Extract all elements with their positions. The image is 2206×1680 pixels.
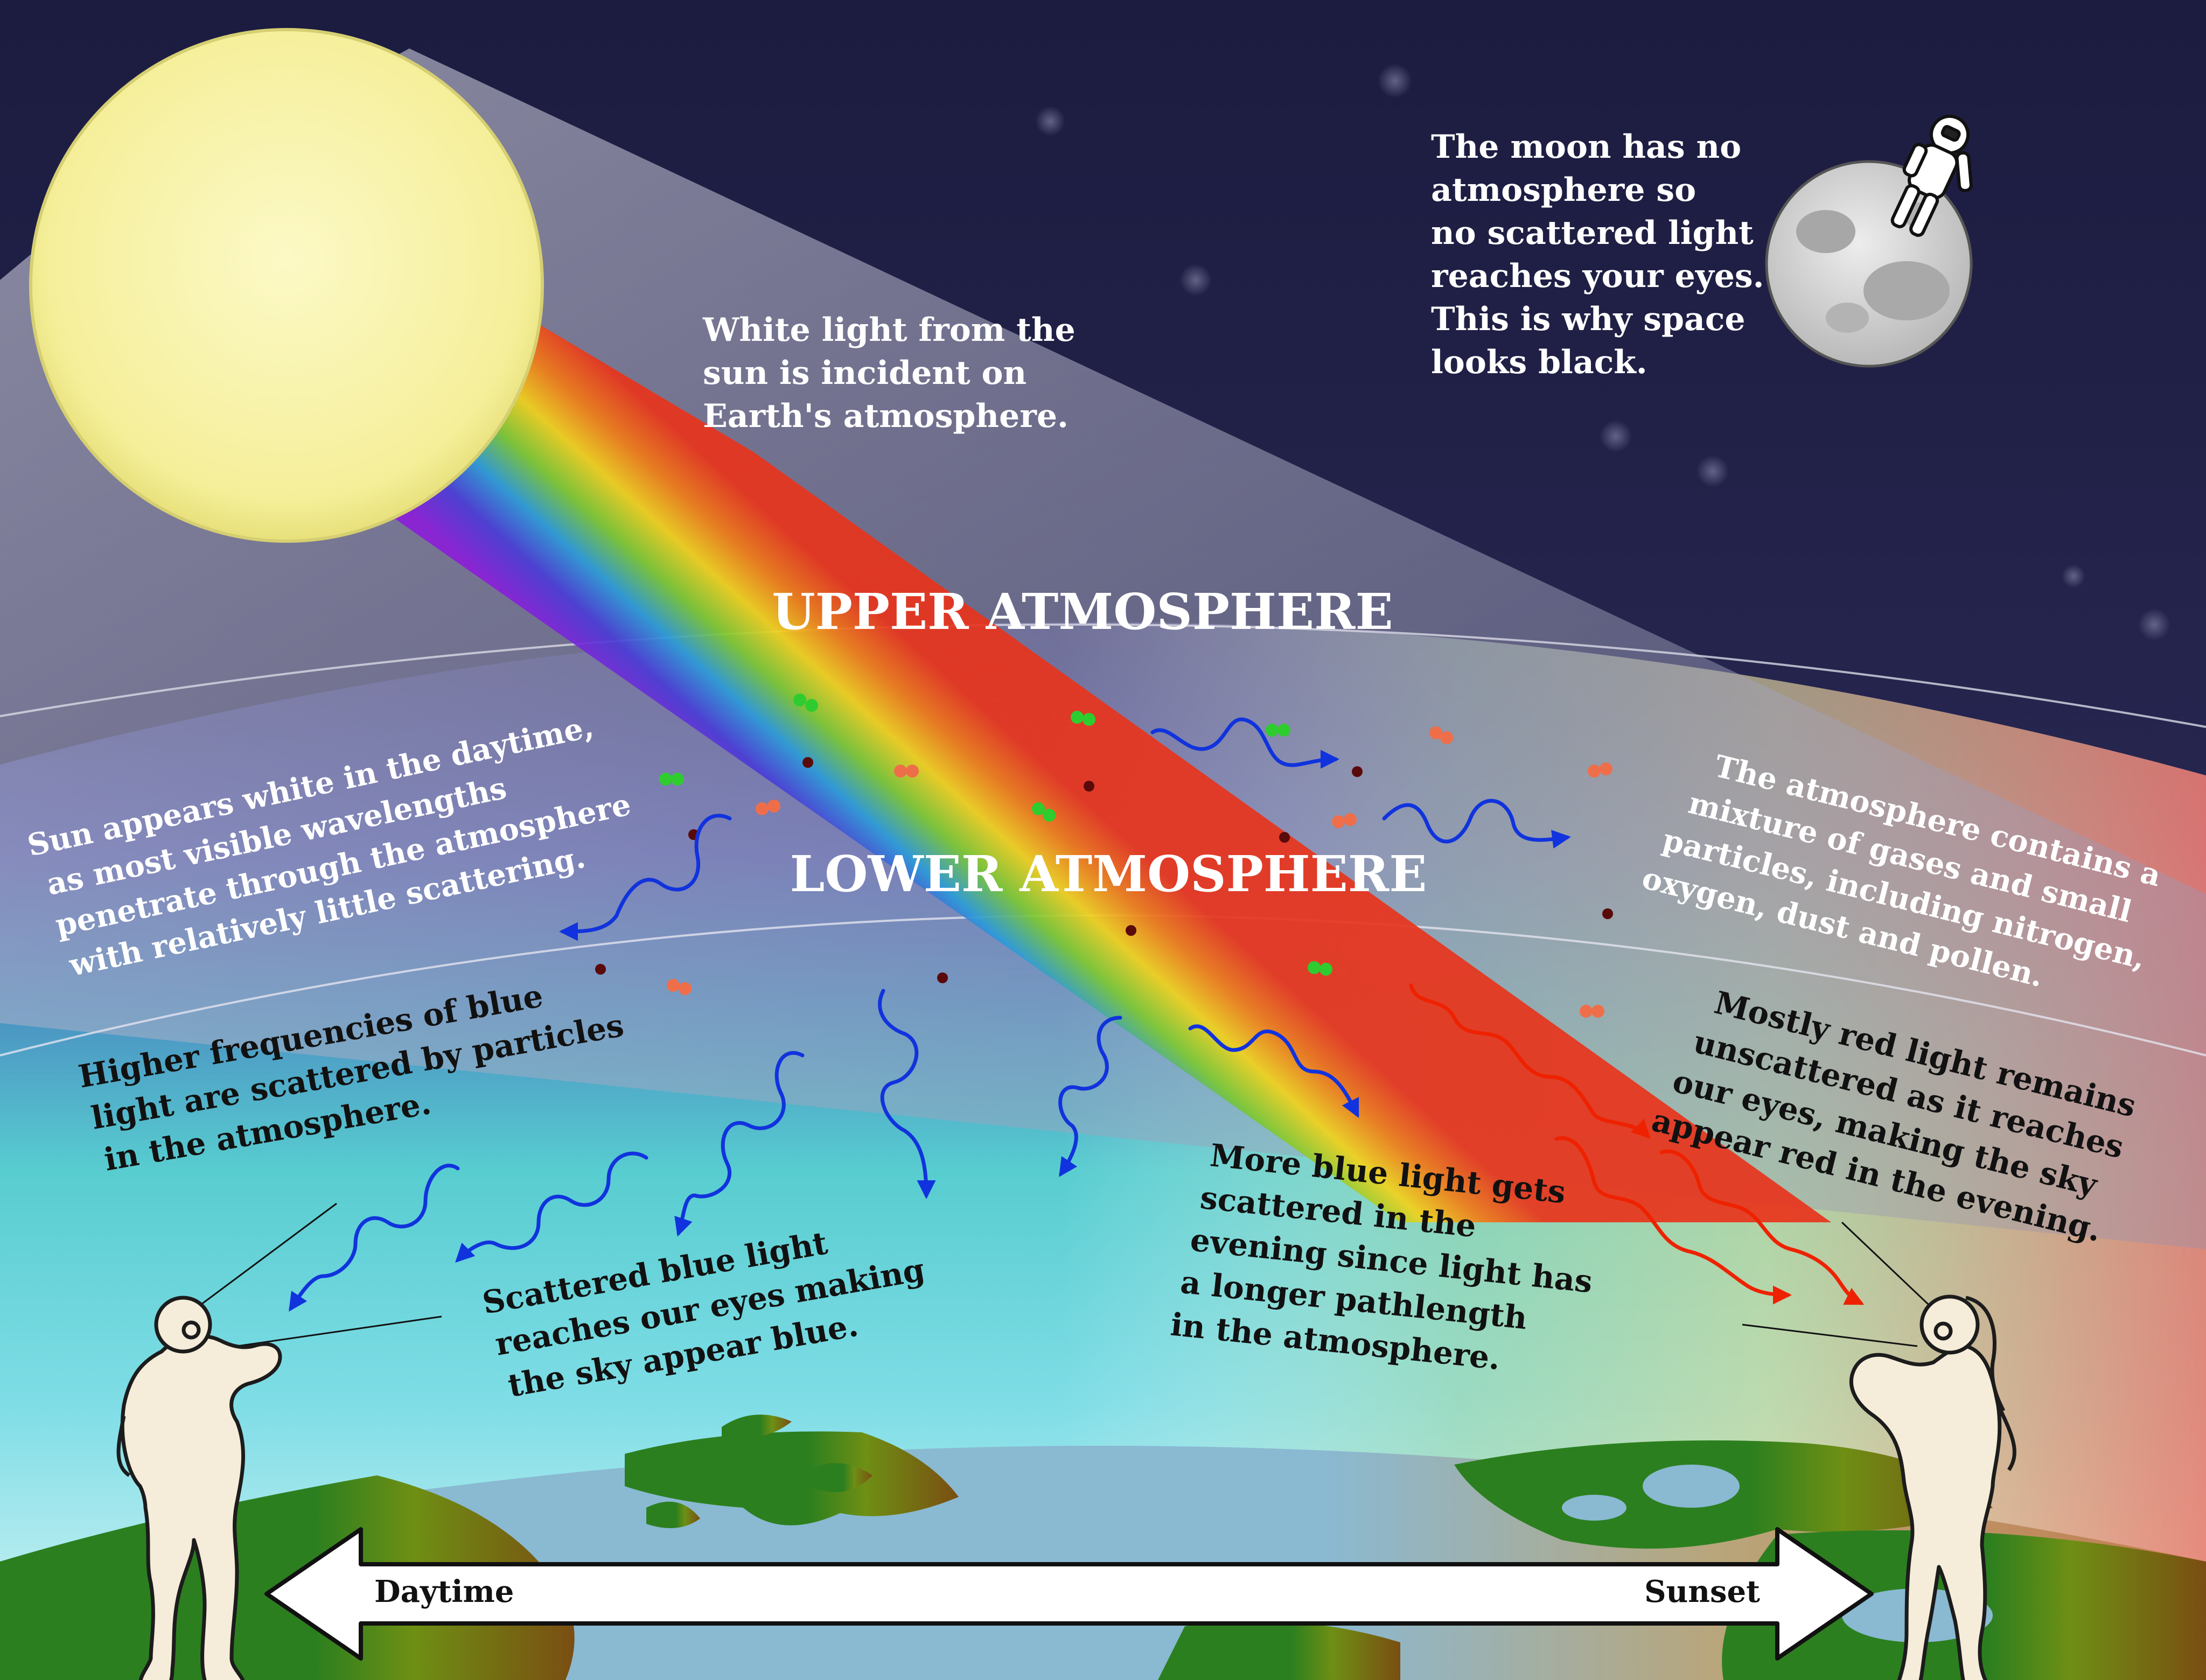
blue-wave-3 [559, 814, 732, 941]
red-wave-3 [1659, 1149, 1865, 1305]
note-moon: The moon has no atmosphere so no scatter… [1431, 128, 1775, 381]
label-lower-atmosphere: LOWER ATMOSPHERE [790, 845, 1427, 903]
atmospheric-particles [595, 694, 1613, 1018]
unscattered-red-waves [1409, 983, 1865, 1305]
observer-sunset [1849, 1294, 2016, 1680]
oxygen-molecule-icon [667, 726, 1612, 1018]
blue-wave-4 [878, 989, 936, 1199]
blue-wave-6 [1188, 1024, 1359, 1118]
label-sunset: Sunset [1644, 1574, 1760, 1609]
time-arrow [264, 1527, 1874, 1661]
label-upper-atmosphere: UPPER ATMOSPHERE [772, 583, 1393, 641]
person-icon [116, 1296, 282, 1680]
scattered-blue-waves [289, 717, 1571, 1312]
blue-wave-7 [674, 1051, 805, 1237]
nitrogen-molecule-icon [659, 694, 1332, 976]
continents [0, 1415, 2206, 1680]
blue-wave-2 [1382, 799, 1571, 849]
observer-daytime [116, 1296, 282, 1680]
blue-wave-1 [1150, 717, 1339, 769]
astronaut-icon [1890, 115, 1973, 237]
sun-icon [29, 28, 544, 543]
rainbow-beam [377, 302, 1831, 1222]
upper-boundary-line [0, 623, 2206, 728]
blue-wave-5 [1058, 1016, 1122, 1177]
dust-particle-icon [595, 757, 1613, 983]
note-white-light: White light from the sun is incident on … [702, 311, 1087, 435]
label-daytime: Daytime [374, 1574, 514, 1609]
person-icon [1849, 1294, 2016, 1680]
red-wave-2 [1554, 1136, 1792, 1305]
blue-wave-9 [289, 1164, 460, 1312]
red-wave-1 [1409, 983, 1651, 1139]
blue-wave-8 [455, 1151, 648, 1263]
